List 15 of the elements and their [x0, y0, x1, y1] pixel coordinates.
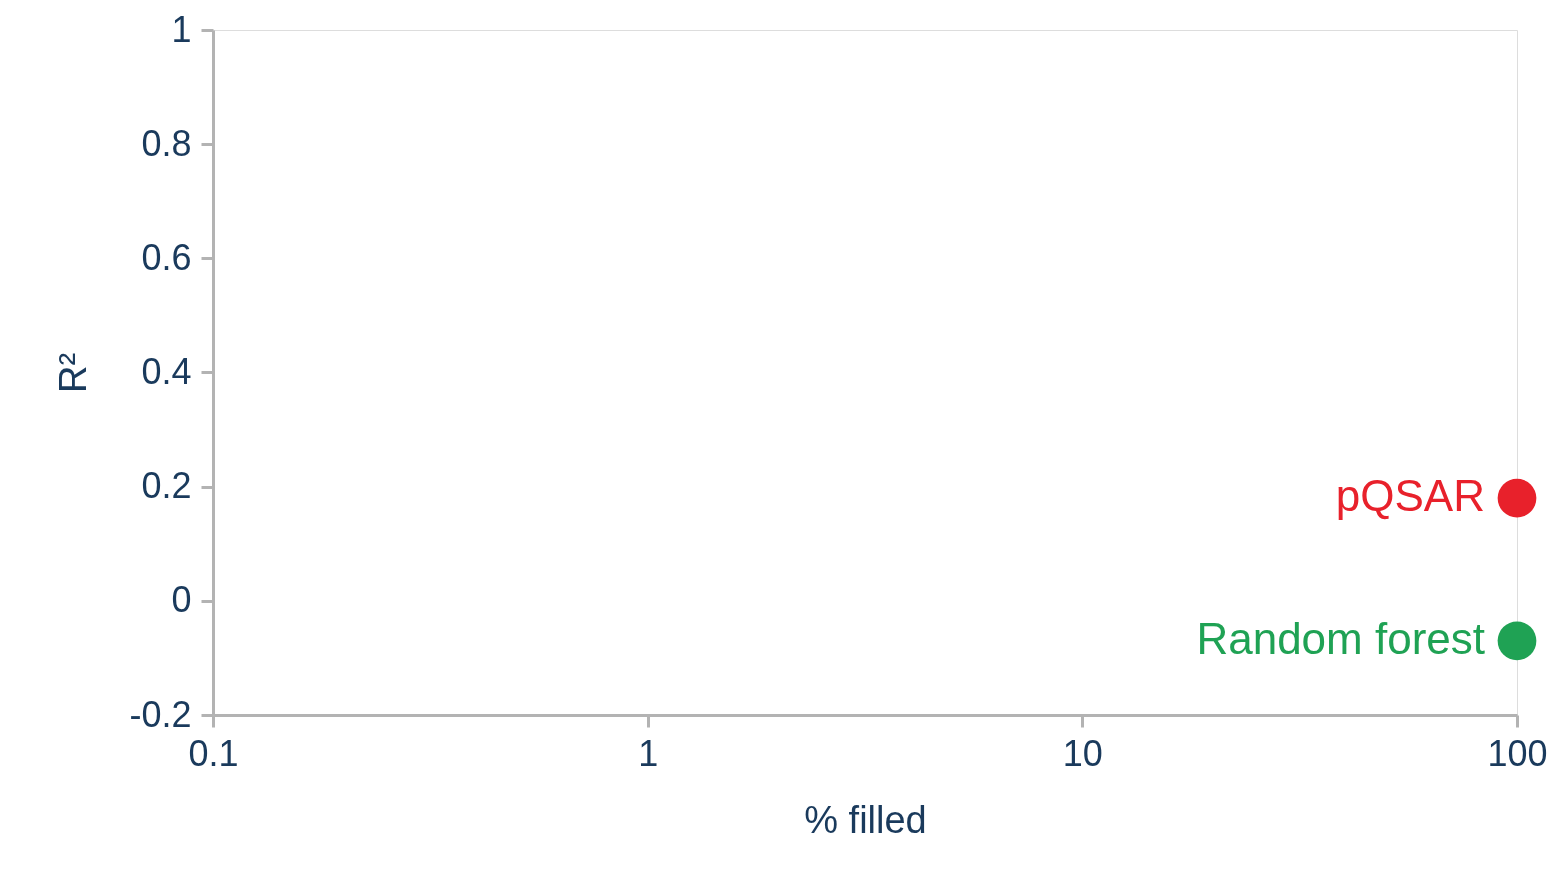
x-axis-title: % filled: [804, 798, 927, 841]
series-label: pQSAR: [1335, 471, 1485, 521]
x-tick-label: 10: [1062, 732, 1103, 774]
x-tick-label: 0.1: [188, 732, 239, 774]
y-tick-label: 1: [171, 8, 192, 50]
y-tick-label: 0: [171, 579, 192, 621]
y-tick-label: 0.4: [141, 351, 192, 392]
x-tick-label: 1: [638, 732, 659, 774]
x-tick-label: 100: [1487, 732, 1548, 774]
y-axis-title: R²: [52, 352, 95, 394]
y-tick-label: 0.8: [141, 122, 192, 164]
y-tick-label: -0.2: [129, 693, 192, 735]
y-tick-label: 0.2: [141, 465, 192, 507]
y-tick-label: 0.6: [141, 236, 192, 278]
series-label: Random forest: [1196, 613, 1485, 663]
